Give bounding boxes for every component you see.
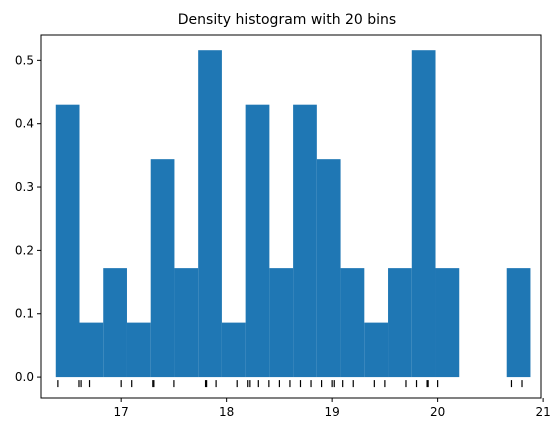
x-tick-label: 20 — [430, 405, 445, 419]
x-axis: 17 18 19 20 21 — [114, 398, 551, 419]
histogram-bar — [411, 50, 436, 378]
histogram-bar — [221, 322, 246, 378]
histogram-bar — [174, 268, 199, 378]
x-tick-label: 19 — [324, 405, 339, 419]
y-tick-label: 0.0 — [15, 370, 34, 384]
histogram-bar — [150, 159, 175, 378]
y-tick-label: 0.4 — [15, 117, 34, 131]
x-tick-label: 21 — [535, 405, 550, 419]
histogram-bar — [293, 104, 317, 378]
x-tick-label: 18 — [219, 405, 234, 419]
y-tick-label: 0.1 — [15, 307, 34, 321]
histogram-bar — [364, 322, 389, 378]
histogram-bar — [506, 268, 531, 378]
histogram-bar — [435, 268, 460, 378]
histogram-bar — [340, 268, 365, 378]
histogram-bar — [55, 104, 80, 378]
histogram-bar — [103, 268, 127, 378]
histogram-bar — [198, 50, 222, 378]
rug-group — [57, 380, 523, 388]
histogram-bar — [388, 268, 412, 378]
y-axis: 0.0 0.1 0.2 0.3 0.4 0.5 — [15, 53, 41, 384]
histogram-bar — [269, 268, 294, 378]
y-tick-label: 0.2 — [15, 243, 34, 257]
y-tick-label: 0.5 — [15, 53, 34, 67]
histogram-bar — [126, 322, 151, 378]
chart-title: Density histogram with 20 bins — [178, 12, 396, 28]
plot-frame — [40, 34, 542, 399]
x-tick-label: 17 — [114, 405, 129, 419]
histogram-bar — [79, 322, 104, 378]
y-tick-label: 0.3 — [15, 180, 34, 194]
histogram-bar — [316, 159, 341, 378]
histogram-bar — [245, 104, 270, 378]
bars-group — [55, 50, 531, 378]
